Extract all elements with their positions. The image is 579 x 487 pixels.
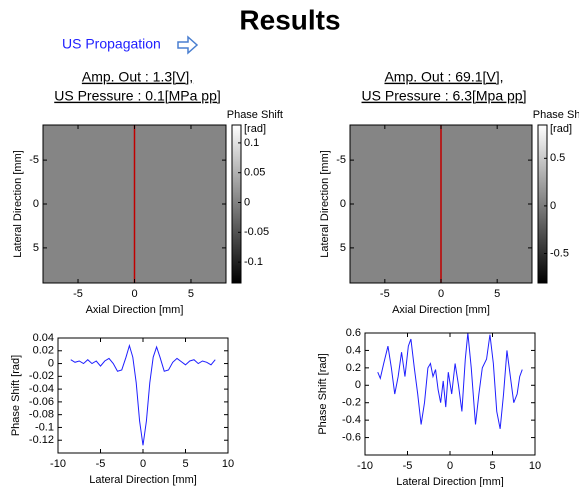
colorbar-unit: [rad] (550, 123, 572, 135)
slide-title: Results (239, 4, 340, 35)
x-axis-label: Lateral Direction [mm] (89, 474, 197, 486)
y-tick-label: -0.04 (29, 383, 54, 395)
propagation-arrow (177, 35, 199, 55)
colorbar-tick-label: -0.5 (550, 247, 569, 259)
plot-frame (42, 124, 227, 284)
plot-frame (349, 124, 533, 284)
x-tick-label: -5 (73, 288, 83, 300)
y-axis-label: Lateral Direction [mm] (319, 150, 331, 258)
colorbar-tick-label: -0.1 (244, 256, 263, 268)
y-axis-label: Lateral Direction [mm] (12, 150, 24, 258)
x-tick-label: 10 (222, 458, 234, 470)
y-tick-label: 0.6 (346, 327, 361, 339)
y-axis-label: Phase Shift [rad] (10, 355, 22, 436)
y-tick-label: 5 (33, 242, 39, 254)
x-tick-label: -5 (403, 460, 413, 472)
panel-title: US Pressure : 6.3[Mpa pp] (362, 88, 527, 104)
y-tick-label: 0 (48, 357, 54, 369)
x-axis-label: Lateral Direction [mm] (396, 476, 504, 487)
y-tick-label: -0.6 (342, 431, 361, 443)
plot-frame (364, 332, 536, 456)
y-tick-label: -0.4 (342, 414, 361, 426)
colorbar-tick-label: 0 (244, 196, 250, 208)
y-tick-label: 0.4 (346, 344, 361, 356)
data-line (70, 343, 216, 446)
y-tick-label: -0.1 (35, 421, 54, 433)
y-tick-label: -0.06 (29, 396, 54, 408)
y-tick-label: -5 (336, 154, 346, 166)
colorbar (231, 124, 242, 284)
x-tick-label: -5 (96, 458, 106, 470)
colorbar-tick-label: 0.1 (244, 137, 259, 149)
x-tick-label: 0 (131, 288, 137, 300)
x-tick-label: 0 (140, 458, 146, 470)
x-axis-label: Axial Direction [mm] (86, 304, 184, 316)
x-axis-label: Axial Direction [mm] (392, 304, 490, 316)
y-tick-label: 0.02 (33, 345, 54, 357)
colorbar-tick-label: 0 (550, 200, 556, 212)
x-tick-label: 5 (494, 288, 500, 300)
colorbar-title: Phase Shift (533, 109, 579, 121)
y-tick-label: -5 (29, 154, 39, 166)
y-tick-label: -0.02 (29, 370, 54, 382)
y-tick-label: 0 (355, 379, 361, 391)
y-tick-label: 5 (340, 242, 346, 254)
x-tick-label: 5 (489, 460, 495, 472)
y-tick-label: -0.08 (29, 409, 54, 421)
colorbar-tick-label: -0.05 (244, 226, 269, 238)
data-line (377, 332, 523, 429)
y-tick-label: 0 (340, 198, 346, 210)
colorbar-tick-label: 0.5 (550, 152, 565, 164)
panel-title: US Pressure : 0.1[MPa pp] (54, 88, 221, 104)
x-tick-label: -10 (50, 458, 66, 470)
propagation-label: US Propagation (62, 36, 161, 52)
colorbar (537, 124, 548, 284)
y-axis-label: Phase Shift [rad] (317, 353, 329, 434)
x-tick-label: -10 (357, 460, 373, 472)
y-tick-label: -0.2 (342, 397, 361, 409)
y-tick-label: 0.04 (33, 332, 54, 344)
panel-title: Amp. Out : 1.3[V], (82, 69, 193, 85)
x-tick-label: -5 (380, 288, 390, 300)
colorbar-unit: [rad] (244, 123, 266, 135)
plot-frame (57, 337, 229, 454)
panel-title: Amp. Out : 69.1[V], (384, 69, 503, 85)
y-tick-label: -0.12 (29, 434, 54, 446)
x-tick-label: 5 (188, 288, 194, 300)
x-tick-label: 5 (182, 458, 188, 470)
y-tick-label: 0 (33, 198, 39, 210)
colorbar-tick-label: 0.05 (244, 167, 265, 179)
x-tick-label: 0 (447, 460, 453, 472)
colorbar-title: Phase Shift (227, 109, 283, 121)
x-tick-label: 0 (438, 288, 444, 300)
y-tick-label: 0.2 (346, 362, 361, 374)
x-tick-label: 10 (529, 460, 541, 472)
